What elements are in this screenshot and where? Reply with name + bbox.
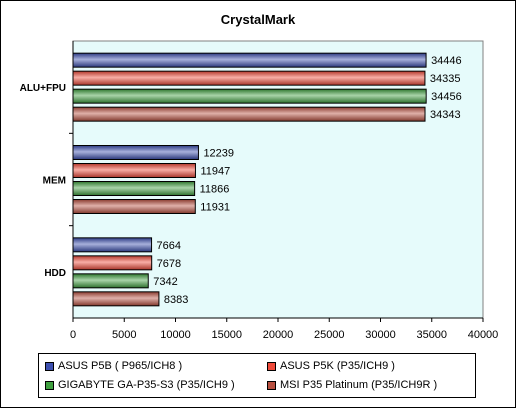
legend-swatch	[267, 361, 276, 371]
legend-label: ASUS P5K (P35/ICH9 )	[280, 360, 395, 372]
bar	[72, 237, 153, 253]
legend-swatch	[45, 380, 54, 390]
legend-item: MSI P35 Platinum (P35/ICH9R )	[267, 379, 437, 391]
bar	[72, 70, 426, 86]
bar	[72, 52, 427, 68]
bar	[72, 181, 196, 196]
x-tick-label: 20000	[263, 329, 294, 341]
data-label: 7664	[157, 240, 181, 252]
bar	[72, 106, 426, 122]
x-tick-label: 35000	[416, 329, 447, 341]
data-label: 34456	[431, 91, 462, 103]
data-label: 8383	[164, 294, 188, 306]
bar	[72, 273, 149, 289]
chart-title: CrystalMark	[221, 12, 296, 27]
category-label: ALU+FPU	[20, 83, 66, 94]
legend-swatch	[267, 380, 276, 390]
x-tick-label: 40000	[468, 329, 499, 341]
bar	[72, 163, 196, 178]
data-label: 7342	[153, 276, 177, 288]
legend-label: MSI P35 Platinum (P35/ICH9R )	[280, 379, 438, 391]
bar	[72, 291, 160, 307]
data-label: 34335	[430, 73, 461, 85]
data-label: 34446	[431, 55, 462, 67]
data-label: 12239	[203, 148, 234, 160]
x-tick-label: 15000	[211, 329, 242, 341]
x-tick-label: 0	[70, 329, 76, 341]
x-tick-label: 5000	[112, 329, 136, 341]
bar	[72, 255, 153, 271]
x-tick-label: 30000	[365, 329, 396, 341]
data-label: 34343	[430, 109, 461, 121]
category-label: MEM	[43, 176, 66, 187]
x-tick-label: 10000	[160, 329, 191, 341]
category-label: HDD	[44, 268, 66, 279]
plot-area	[72, 40, 484, 319]
bar	[72, 88, 427, 104]
legend: ASUS P5B ( P965/ICH8 ) ASUS P5K (P35/ICH…	[38, 353, 476, 398]
legend-swatch	[45, 361, 54, 371]
bar	[72, 145, 199, 160]
legend-label: ASUS P5B ( P965/ICH8 )	[58, 360, 183, 372]
legend-label: GIGABYTE GA-P35-S3 (P35/ICH9 )	[58, 379, 235, 391]
legend-item: ASUS P5B ( P965/ICH8 )	[45, 360, 182, 372]
bar	[72, 199, 196, 214]
data-label: 11866	[200, 184, 230, 196]
data-label: 7678	[157, 258, 181, 270]
legend-item: GIGABYTE GA-P35-S3 (P35/ICH9 )	[45, 379, 235, 391]
data-label: 11931	[200, 202, 230, 214]
data-label: 11947	[200, 166, 230, 178]
x-tick-label: 25000	[314, 329, 345, 341]
legend-item: ASUS P5K (P35/ICH9 )	[267, 360, 395, 372]
